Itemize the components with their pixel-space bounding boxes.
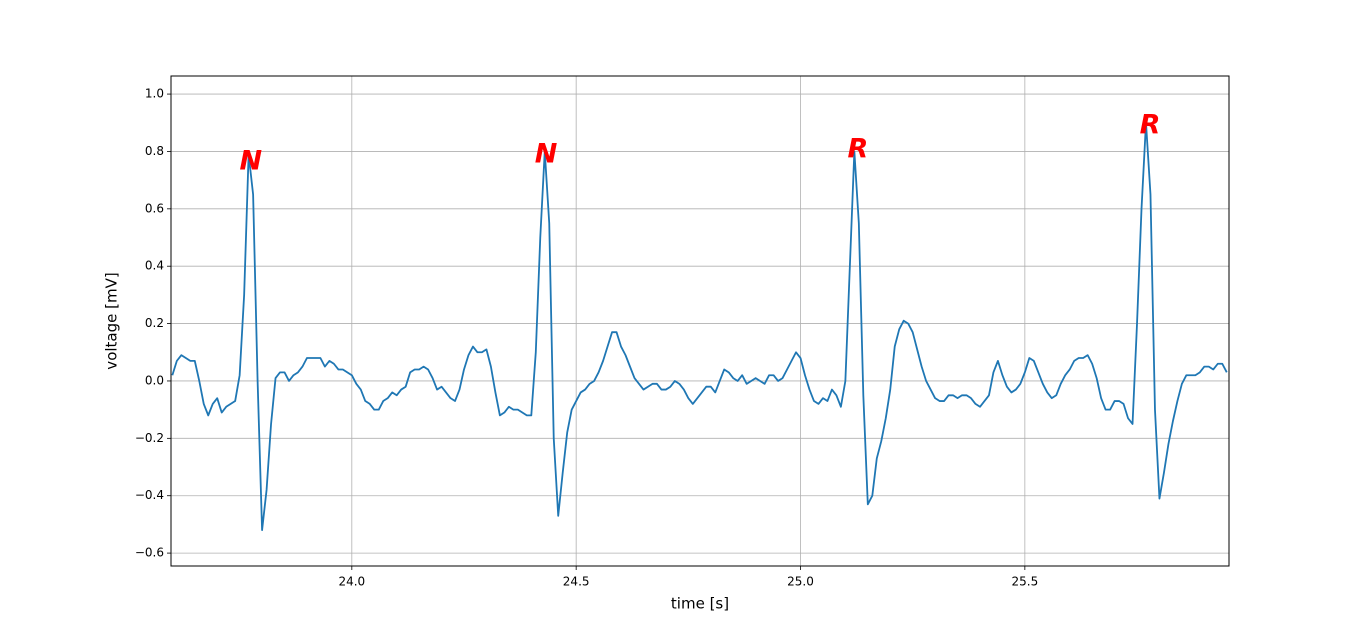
y-tick-label: 0.0 bbox=[145, 373, 164, 387]
axes-frame bbox=[170, 75, 1230, 567]
y-tick-label: 0.4 bbox=[145, 259, 164, 273]
y-tick-label: 0.2 bbox=[145, 316, 164, 330]
annotation: N bbox=[240, 146, 263, 177]
plot-area bbox=[171, 121, 1228, 532]
y-tick-label: −0.4 bbox=[135, 488, 164, 502]
annotation: R bbox=[848, 134, 869, 165]
y-tick-label: 1.0 bbox=[145, 87, 164, 101]
y-tick-label: 0.8 bbox=[145, 144, 164, 158]
y-axis-label: voltage [mV] bbox=[103, 272, 121, 369]
x-tick-label: 25.5 bbox=[1011, 575, 1038, 589]
y-tick-label: −0.6 bbox=[135, 546, 164, 560]
x-tick-label: 24.0 bbox=[338, 575, 365, 589]
annotation: N bbox=[535, 139, 558, 170]
x-axis-label: time [s] bbox=[671, 595, 729, 613]
y-tick-label: 0.6 bbox=[145, 201, 164, 215]
ecg-line bbox=[171, 121, 1228, 532]
y-tick-label: −0.2 bbox=[135, 431, 164, 445]
grid bbox=[171, 76, 1229, 566]
annotation: R bbox=[1140, 110, 1161, 141]
x-tick-label: 25.0 bbox=[787, 575, 814, 589]
x-tick-label: 24.5 bbox=[563, 575, 590, 589]
ticks: 24.0 24.5 25.0 25.5 −0.6 −0.4 −0.2 0.0 0.2 0.4 0.6… bbox=[135, 87, 1038, 589]
